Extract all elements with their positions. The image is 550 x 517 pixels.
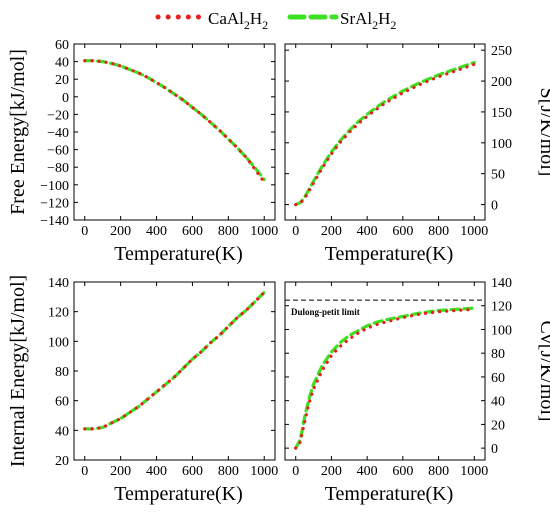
y-tick-label: 20 <box>55 73 69 88</box>
y-tick-label: 60 <box>55 395 69 410</box>
x-tick-label: 600 <box>182 224 203 239</box>
x-tick-label: 400 <box>357 224 378 239</box>
x-tick-label: 800 <box>428 464 449 479</box>
series-line-sral2h2 <box>83 59 266 182</box>
plot-frame <box>73 43 276 221</box>
series-line-caal2h2 <box>294 62 476 207</box>
y-tick-label: 0 <box>491 442 498 457</box>
x-tick-label: 800 <box>218 464 239 479</box>
plot-frame <box>284 43 486 221</box>
x-tick-label: 600 <box>182 464 203 479</box>
series-line-caal2h2 <box>294 307 476 450</box>
y-axis-label: S[J/K/mol] <box>536 88 550 177</box>
series-line-sral2h2 <box>294 60 476 207</box>
y-tick-label: 120 <box>491 300 512 315</box>
y-tick-label: −80 <box>47 161 69 176</box>
y-tick-label: 40 <box>55 424 69 439</box>
x-axis-label: Temperature(K) <box>114 243 243 265</box>
y-tick-label: 50 <box>491 168 505 183</box>
series-line-caal2h2 <box>83 59 266 184</box>
y-tick-label: 80 <box>55 365 69 380</box>
y-axis-label: Free Energy[kJ/mol] <box>7 49 29 215</box>
x-tick-label: 200 <box>110 464 131 479</box>
y-tick-label: 120 <box>48 306 69 321</box>
x-tick-label: 1000 <box>460 224 488 239</box>
x-tick-label: 400 <box>357 464 378 479</box>
x-tick-label: 200 <box>110 224 131 239</box>
x-tick-label: 800 <box>218 224 239 239</box>
x-tick-label: 0 <box>81 224 88 239</box>
y-tick-label: −60 <box>47 144 69 159</box>
legend: CaAl2H2 SrAl2H2 <box>155 9 396 32</box>
x-tick-label: 600 <box>392 224 413 239</box>
x-tick-label: 800 <box>428 224 449 239</box>
y-tick-label: 40 <box>55 56 69 71</box>
y-tick-label: 100 <box>491 323 512 338</box>
y-tick-label: 100 <box>48 335 69 350</box>
chart-panel-3: 0 200 400 600 800 1000 20 40 60 80 100 120 140 Temper… <box>7 275 278 505</box>
y-tick-label: 20 <box>491 418 505 433</box>
y-axis-label: Internal Energy[kJ/mol] <box>7 275 29 467</box>
x-tick-label: 0 <box>292 464 299 479</box>
legend-item-sral2h2: SrAl2H2 <box>287 9 396 32</box>
y-tick-label: 140 <box>48 276 69 291</box>
y-tick-label: −100 <box>40 179 69 194</box>
y-tick-label: 20 <box>55 454 69 469</box>
x-tick-label: 1000 <box>250 224 278 239</box>
y-tick-label: 80 <box>491 347 505 362</box>
y-tick-label: 60 <box>491 371 505 386</box>
series-line-sral2h2 <box>294 306 476 450</box>
y-tick-label: −140 <box>40 214 69 229</box>
series-line-caal2h2 <box>83 290 266 431</box>
y-tick-label: 150 <box>491 106 512 121</box>
legend-label-sral2h2: SrAl2H2 <box>340 9 396 32</box>
x-axis-label: Temperature(K) <box>325 243 454 265</box>
y-tick-label: −120 <box>40 196 69 211</box>
chart-panel-4: 0 200 400 600 800 1000020406080100120140Tempe… <box>284 276 550 505</box>
x-tick-label: 1000 <box>250 464 278 479</box>
y-tick-label: −40 <box>47 126 69 141</box>
x-tick-label: 400 <box>146 224 167 239</box>
dulong-petit-label: Dulong-petit limit <box>291 307 360 317</box>
y-tick-label: 200 <box>491 75 512 90</box>
x-tick-label: 0 <box>292 224 299 239</box>
plot-frame <box>73 281 276 461</box>
y-tick-label: 100 <box>491 137 512 152</box>
y-tick-label: 0 <box>62 91 69 106</box>
y-tick-label: 140 <box>491 276 512 291</box>
legend-label-caal2h2: CaAl2H2 <box>208 9 268 32</box>
y-tick-label: 40 <box>491 395 505 410</box>
x-tick-label: 200 <box>321 464 342 479</box>
plot-frame <box>284 281 486 461</box>
x-tick-label: 200 <box>321 224 342 239</box>
x-tick-label: 0 <box>81 464 88 479</box>
y-tick-label: 250 <box>491 44 512 59</box>
series-line-sral2h2 <box>83 290 266 431</box>
x-tick-label: 600 <box>392 464 413 479</box>
legend-item-caal2h2: CaAl2H2 <box>155 9 268 32</box>
y-tick-label: 0 <box>491 199 498 214</box>
x-tick-label: 1000 <box>460 464 488 479</box>
chart-panel-2: 0 200 400 600 800 1000050100150200250Temperat… <box>284 43 550 265</box>
y-axis-label: Cv[J/K/mol] <box>536 320 550 421</box>
x-axis-label: Temperature(K) <box>325 483 454 505</box>
y-tick-label: 60 <box>55 38 69 53</box>
chart-panel-1: 0 200 400 600 800 10006040200−20−40−60−80−100… <box>7 38 278 265</box>
y-tick-label: −20 <box>47 108 69 123</box>
x-axis-label: Temperature(K) <box>114 483 243 505</box>
x-tick-label: 400 <box>146 464 167 479</box>
